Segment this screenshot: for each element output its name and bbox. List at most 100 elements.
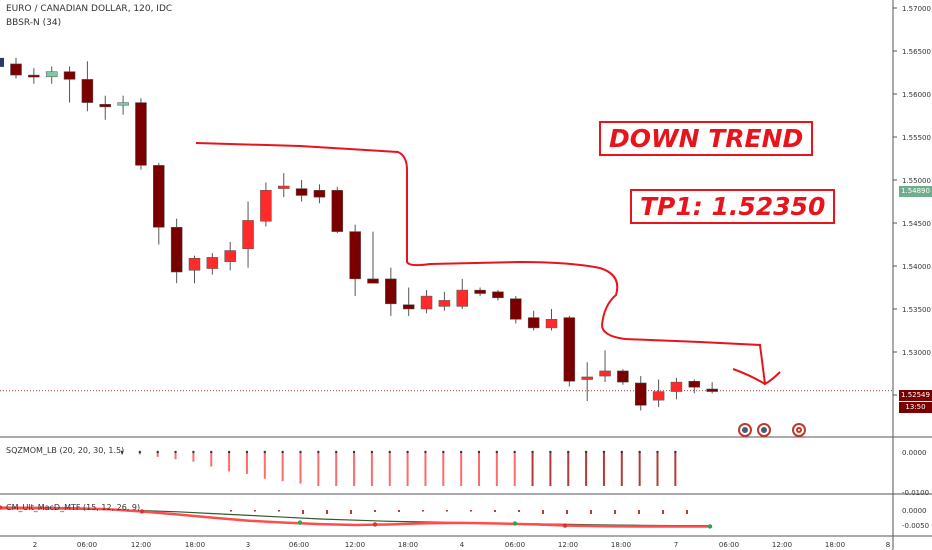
- candle-body: [420, 295, 433, 310]
- sqz-dot: [531, 450, 534, 454]
- candle-body: [456, 289, 468, 307]
- price-tick-label: 1.54500: [902, 220, 931, 228]
- macd-hist-bar: [494, 510, 496, 512]
- price-tick-label: 1.55000: [902, 177, 931, 185]
- symbol-title: EURO / CANADIAN DOLLAR, 120, IDC: [6, 4, 173, 14]
- macd-hist-bar: [638, 510, 640, 514]
- candle-body: [385, 278, 397, 305]
- candle-body: [367, 278, 379, 284]
- sqz-bar: [174, 452, 177, 460]
- sqz-dot: [584, 450, 588, 454]
- macd-hist-bar: [374, 510, 376, 512]
- sqz-dot: [388, 450, 391, 454]
- macd-hist-bar: [230, 510, 232, 512]
- sqz-bar: [353, 452, 356, 486]
- sqz-bar: [388, 452, 391, 486]
- sqz-tick-label: -0.0100: [902, 489, 929, 497]
- sqz-dot: [335, 450, 338, 454]
- macd-hist-bar: [662, 510, 664, 514]
- event-icon[interactable]: [738, 423, 752, 437]
- sqz-bar: [210, 452, 213, 467]
- candle-body: [260, 190, 272, 222]
- candle-body: [563, 317, 576, 382]
- candle-body: [492, 291, 504, 299]
- price-tick-label: 1.54000: [902, 263, 931, 271]
- sqz-dot: [245, 450, 249, 454]
- candle-body: [153, 165, 165, 228]
- macd-cross-dot: [372, 522, 378, 527]
- candle-body: [278, 185, 290, 189]
- event-icon[interactable]: [792, 423, 806, 437]
- sqz-bar: [138, 452, 141, 455]
- sqz-dot: [513, 450, 516, 454]
- event-icon[interactable]: [757, 423, 771, 437]
- sqz-dot: [352, 450, 356, 454]
- macd-cross-dot: [0, 505, 3, 510]
- macd-hist-bar: [614, 510, 616, 514]
- time-tick-label: 12:00: [772, 541, 792, 549]
- price-tick-label: 1.53500: [902, 306, 931, 314]
- take-profit-label: TP1: 1.52350: [630, 189, 836, 224]
- sqz-dot: [656, 450, 659, 454]
- sqz-dot: [192, 450, 195, 454]
- sqz-dot: [263, 450, 266, 454]
- sqz-bar: [317, 452, 320, 486]
- macd-hist-bar: [470, 510, 472, 512]
- macd-hist-bar: [422, 510, 424, 512]
- candle-body: [81, 79, 94, 103]
- sqz-bar: [602, 452, 605, 486]
- macd-hist-bar: [278, 510, 280, 512]
- macd-hist-bar: [446, 510, 448, 512]
- macd-tick-label: 0.0000: [902, 507, 927, 515]
- macd-hist-bar: [686, 510, 688, 514]
- sqz-bar: [335, 452, 338, 486]
- sqz-bar: [656, 452, 659, 486]
- candle-body: [224, 250, 236, 262]
- sqz-dot: [442, 450, 445, 454]
- time-tick-label: 18:00: [825, 541, 845, 549]
- sqz-dot: [210, 450, 213, 454]
- sqz-dot: [138, 450, 142, 454]
- sqz-tick-label: 0.0000: [902, 449, 927, 457]
- candle-body: [117, 102, 129, 106]
- price-tick-label: 1.56000: [902, 91, 931, 99]
- macd-hist-bar: [590, 510, 592, 514]
- time-tick-label: 18:00: [185, 541, 205, 549]
- sqz-bar: [424, 452, 427, 486]
- sqz-bar: [674, 452, 677, 486]
- sqz-dot: [567, 450, 570, 454]
- time-tick-label: 2: [33, 541, 37, 549]
- candle-body: [188, 258, 201, 271]
- time-tick-label: 12:00: [558, 541, 578, 549]
- candle-body: [0, 57, 4, 67]
- macd-cross-dot: [562, 523, 568, 528]
- sqz-dot: [281, 450, 284, 454]
- candle-body: [402, 304, 415, 310]
- sqz-bar: [281, 452, 284, 482]
- countdown-tag: 13:50: [899, 402, 932, 413]
- time-tick-label: 06:00: [719, 541, 739, 549]
- sqz-dot: [674, 450, 677, 454]
- time-tick-label: 7: [674, 541, 678, 549]
- candle-body: [599, 370, 611, 377]
- candle-body: [135, 102, 147, 166]
- macd-label: CM_Ult_MacD_MTF (15, 12, 26, 9): [6, 503, 141, 512]
- sqz-dot: [424, 450, 427, 454]
- sqz-dot: [459, 450, 463, 454]
- candle-body: [206, 257, 219, 269]
- candle-body: [170, 227, 183, 273]
- candle-body: [474, 289, 486, 294]
- current-price-tag: 1.52549: [899, 390, 932, 401]
- macd-hist-bar: [326, 510, 328, 514]
- candle-body: [652, 391, 665, 401]
- marked-price-tag: 1.54890: [899, 186, 932, 197]
- macd-cross-dot: [297, 520, 303, 525]
- sqz-bar: [513, 452, 516, 486]
- candle-body: [242, 220, 254, 250]
- sqz-dot: [406, 450, 409, 454]
- sqz-bar: [620, 452, 623, 486]
- macd-line: [0, 506, 712, 528]
- candle-body: [313, 190, 326, 198]
- candle-body: [670, 381, 683, 392]
